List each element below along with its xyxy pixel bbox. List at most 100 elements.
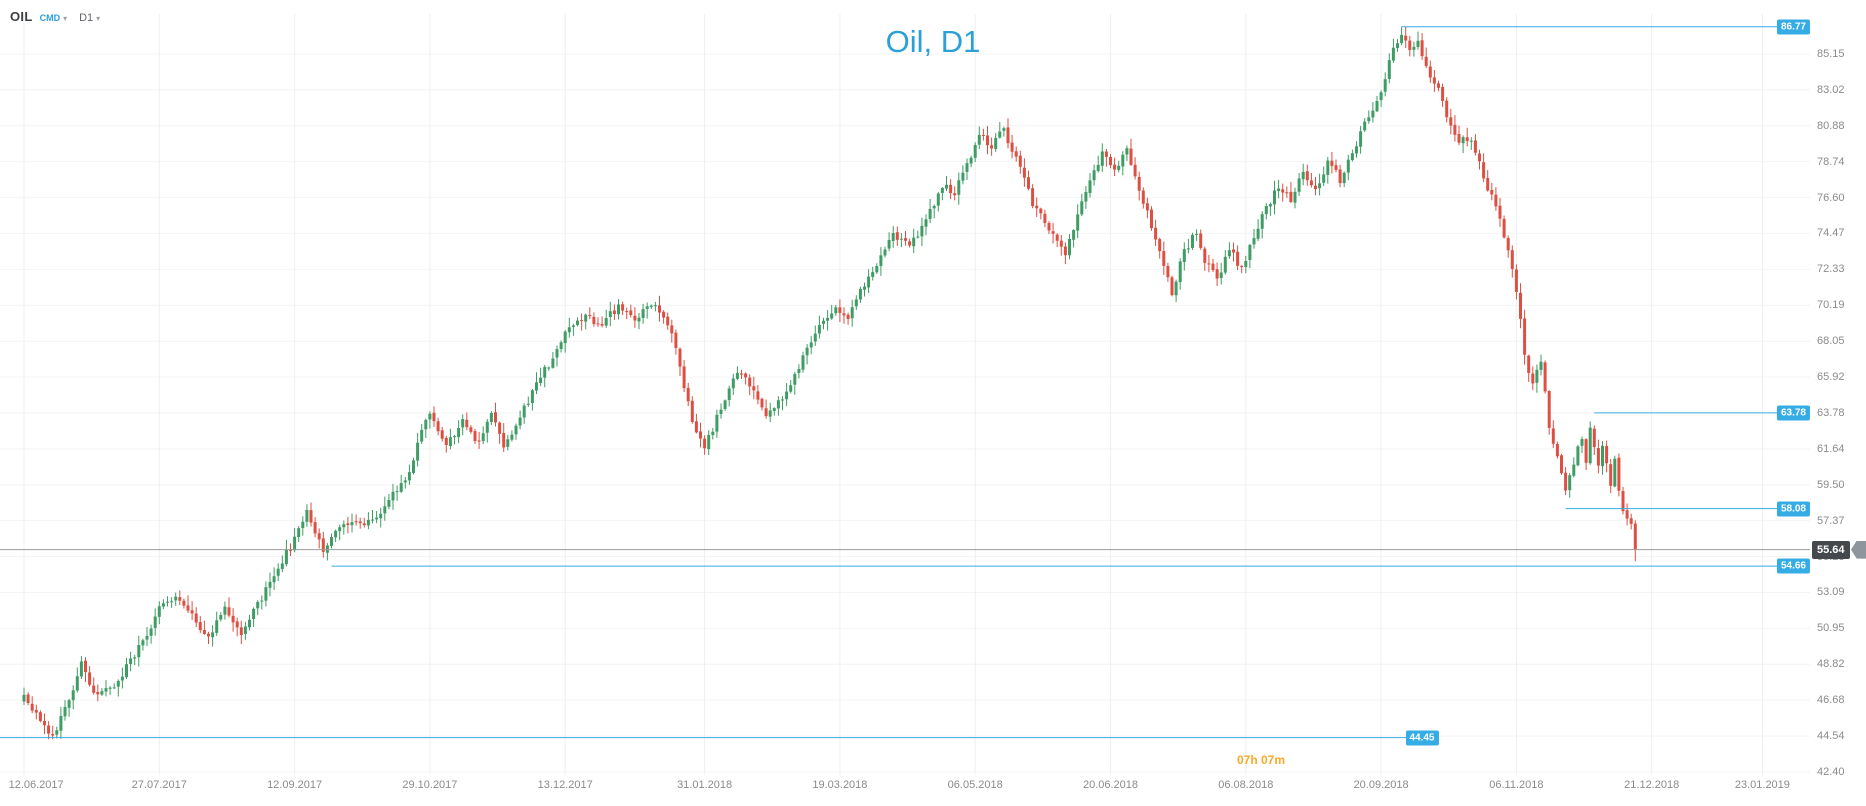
candle-body bbox=[526, 403, 530, 405]
candle-body bbox=[514, 425, 518, 435]
symbol-label[interactable]: OIL bbox=[10, 9, 33, 24]
candle-body bbox=[694, 421, 698, 433]
candle-body bbox=[1551, 428, 1555, 444]
candle-body bbox=[149, 628, 153, 636]
candle-body bbox=[965, 163, 969, 172]
candle-body bbox=[981, 134, 985, 136]
candle-body bbox=[190, 610, 194, 614]
candle-body bbox=[793, 373, 797, 385]
chevron-down-icon[interactable]: ▾ bbox=[96, 14, 101, 23]
candle-body bbox=[1502, 218, 1506, 238]
candle-body bbox=[112, 687, 116, 689]
candle-body bbox=[1154, 227, 1158, 240]
candle-body bbox=[822, 320, 825, 324]
candle-body bbox=[1486, 177, 1490, 191]
candle-body bbox=[260, 600, 264, 602]
candle-body bbox=[67, 700, 71, 708]
candle-body bbox=[957, 180, 961, 195]
candle-body bbox=[293, 536, 297, 551]
candle-body bbox=[75, 676, 79, 691]
candle-body bbox=[551, 358, 555, 368]
candle-body bbox=[740, 373, 743, 375]
candle-body bbox=[1498, 205, 1502, 219]
candle-body bbox=[990, 145, 994, 149]
candle-body bbox=[662, 311, 666, 318]
candle-body bbox=[772, 408, 776, 411]
candle-body bbox=[1010, 142, 1014, 152]
candle-body bbox=[284, 549, 288, 565]
candle-body bbox=[600, 324, 604, 326]
candle-body bbox=[350, 522, 354, 526]
candle-body bbox=[571, 325, 575, 327]
candle-body bbox=[883, 249, 887, 256]
candle-body bbox=[1400, 34, 1404, 44]
candle-body bbox=[1355, 146, 1358, 154]
candle-body bbox=[71, 690, 75, 701]
candle-body bbox=[276, 568, 280, 576]
candle-body bbox=[1268, 204, 1272, 207]
candle-body bbox=[256, 601, 260, 609]
candle-body bbox=[1117, 165, 1121, 170]
candle-body bbox=[744, 373, 748, 378]
candle-body bbox=[1244, 260, 1248, 268]
candle-body bbox=[637, 317, 641, 322]
candle-body bbox=[379, 513, 383, 519]
current-price-axis-arrow bbox=[1851, 540, 1866, 559]
candle-body bbox=[1568, 475, 1572, 491]
candle-body bbox=[473, 431, 477, 442]
candle-body bbox=[936, 193, 940, 206]
candle-body bbox=[444, 437, 448, 446]
candle-body bbox=[904, 238, 907, 241]
candle-body bbox=[47, 725, 51, 734]
candle-body bbox=[1625, 510, 1629, 519]
candle-body bbox=[846, 314, 850, 320]
instrument-header: OIL CMD ▾ D1 ▾ bbox=[10, 9, 100, 24]
candle-body bbox=[1088, 180, 1092, 193]
candle-body bbox=[1022, 167, 1026, 178]
candle-body bbox=[715, 414, 719, 432]
candle-body bbox=[1473, 140, 1477, 153]
candle-body bbox=[157, 606, 161, 617]
candle-body bbox=[1318, 183, 1322, 189]
chevron-down-icon[interactable]: ▾ bbox=[63, 14, 68, 23]
candle-body bbox=[1633, 523, 1637, 550]
candle-body bbox=[1449, 117, 1453, 126]
candle-body bbox=[1063, 246, 1067, 256]
candle-body bbox=[1178, 261, 1182, 283]
candle-body bbox=[1207, 263, 1211, 265]
candle-body bbox=[30, 703, 34, 711]
candle-body bbox=[596, 323, 600, 325]
candle-body bbox=[895, 232, 899, 240]
candle-body bbox=[1314, 185, 1317, 190]
candle-body bbox=[977, 134, 981, 145]
candle-body bbox=[1084, 191, 1088, 202]
candle-body bbox=[440, 430, 444, 439]
candle-body bbox=[670, 325, 674, 334]
candle-body bbox=[1596, 448, 1600, 466]
candle-countdown: 07h 07m bbox=[1237, 753, 1286, 767]
candle-body bbox=[1457, 134, 1461, 143]
candle-body bbox=[707, 434, 711, 450]
candle-body bbox=[1301, 171, 1305, 180]
candle-body bbox=[1096, 164, 1100, 171]
market-category-label[interactable]: CMD bbox=[39, 13, 61, 23]
candle-body bbox=[22, 694, 26, 702]
candle-body bbox=[88, 672, 92, 685]
candle-body bbox=[998, 131, 1002, 138]
candle-body bbox=[432, 412, 436, 422]
candle-body bbox=[1326, 160, 1330, 175]
candle-body bbox=[916, 236, 920, 238]
candle-body bbox=[1420, 40, 1424, 57]
candle-body bbox=[973, 144, 977, 158]
candle-body bbox=[116, 680, 120, 687]
candle-body bbox=[1109, 156, 1112, 166]
candle-body bbox=[719, 409, 723, 414]
candle-body bbox=[1203, 248, 1207, 263]
candle-body bbox=[1387, 60, 1391, 79]
timeframe-selector[interactable]: D1 bbox=[79, 12, 94, 24]
candle-body bbox=[1305, 171, 1309, 181]
candle-body bbox=[1437, 83, 1440, 88]
candle-body bbox=[1404, 35, 1408, 41]
candle-body bbox=[879, 255, 883, 267]
